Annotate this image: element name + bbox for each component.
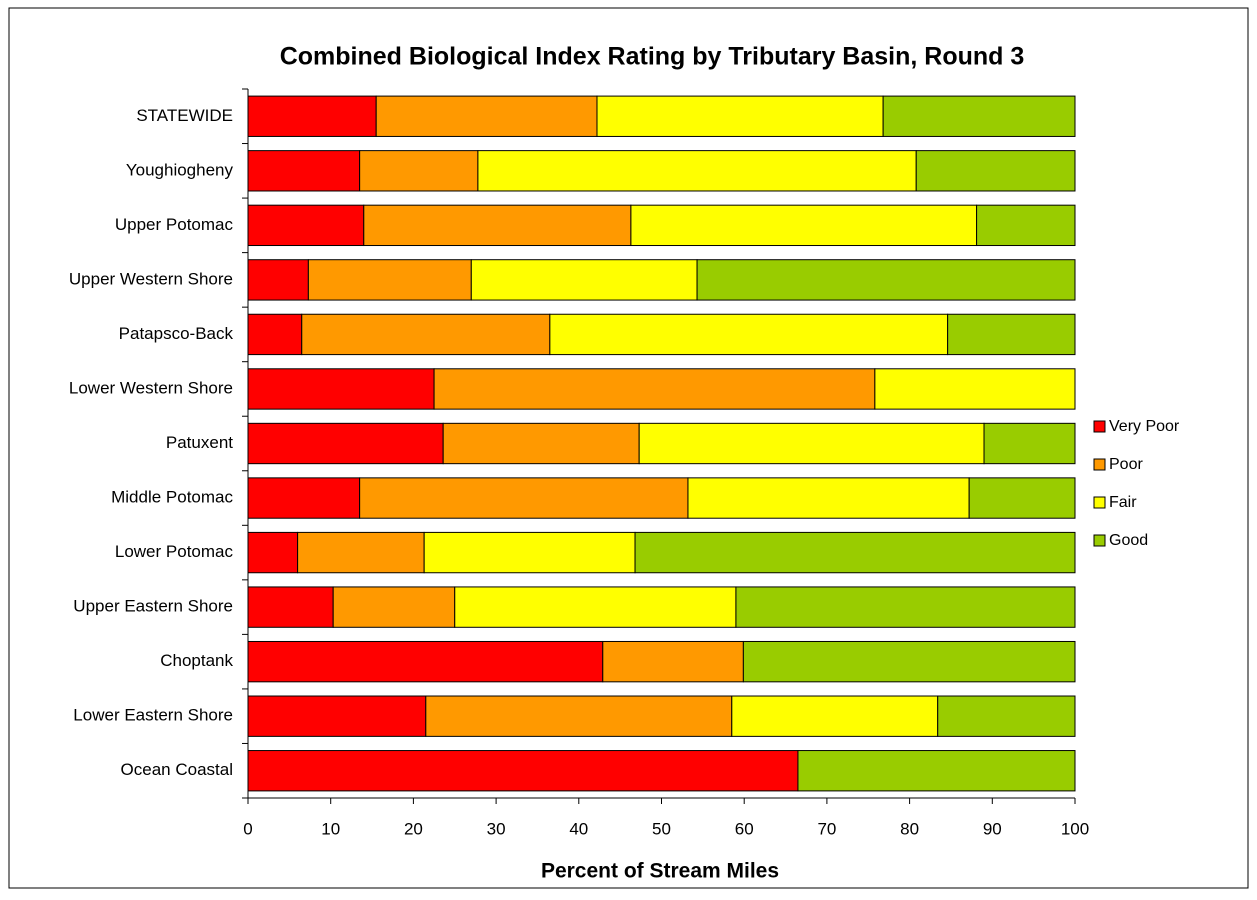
bar-segment: [983, 422, 1076, 465]
y-tick-label: Lower Potomac: [115, 542, 234, 561]
bar-segment: [442, 422, 640, 465]
bar-segment: [630, 204, 978, 247]
bar-segment: [359, 150, 479, 192]
bar-segment: [454, 586, 737, 628]
bar-segment: [359, 477, 689, 519]
x-tick-label: 10: [321, 819, 340, 838]
bar-segment: [687, 477, 970, 519]
y-tick-label: Upper Western Shore: [69, 269, 233, 288]
bar-segment: [247, 95, 377, 137]
bar-segment: [247, 695, 427, 737]
x-tick-label: 40: [569, 819, 588, 838]
bar-segment: [638, 422, 985, 465]
x-tick-label: 30: [487, 819, 506, 838]
bar-segment: [247, 204, 365, 247]
bar-segment: [247, 150, 361, 192]
y-tick-label: Middle Potomac: [111, 488, 233, 507]
bar-segment: [477, 150, 917, 192]
bar-segment: [549, 313, 949, 356]
bar-segment: [915, 150, 1076, 192]
bar-segment: [307, 259, 472, 301]
y-tick-label: Lower Eastern Shore: [73, 706, 233, 725]
legend-label: Fair: [1109, 494, 1137, 511]
x-tick-label: 70: [817, 819, 836, 838]
x-tick-label: 90: [983, 819, 1002, 838]
legend-label: Very Poor: [1109, 418, 1180, 435]
bar-segment: [968, 477, 1076, 519]
bar-segment: [735, 586, 1076, 628]
legend-label: Poor: [1109, 456, 1143, 473]
legend-swatch: [1093, 458, 1106, 471]
legend-swatch: [1093, 534, 1106, 547]
x-tick-label: 80: [900, 819, 919, 838]
bar-segment: [731, 695, 939, 737]
bar-segment: [247, 313, 303, 356]
bar-segment: [247, 531, 299, 574]
bar-segment: [797, 750, 1076, 792]
bar-segment: [596, 95, 884, 137]
y-tick-label: Upper Potomac: [115, 215, 234, 234]
x-tick-label: 100: [1061, 819, 1089, 838]
bar-segment: [247, 422, 444, 465]
bar-segment: [976, 204, 1076, 247]
y-tick-label: Patuxent: [166, 433, 233, 452]
bar-segment: [433, 368, 876, 410]
bar-segment: [301, 313, 551, 356]
bar-segment: [874, 368, 1076, 410]
x-tick-label: 20: [404, 819, 423, 838]
legend-label: Good: [1109, 532, 1148, 549]
bar-segment: [602, 640, 744, 683]
y-tick-label: Youghiogheny: [126, 160, 234, 179]
y-tick-label: Patapsco-Back: [119, 324, 234, 343]
bar-segment: [247, 259, 309, 301]
y-tick-label: Ocean Coastal: [121, 760, 233, 779]
bar-segment: [297, 531, 425, 574]
bar-segment: [423, 531, 636, 574]
bar-segment: [247, 640, 604, 683]
bar-segment: [363, 204, 632, 247]
bar-segment: [247, 750, 799, 792]
x-tick-label: 0: [243, 819, 252, 838]
bar-segment: [742, 640, 1076, 683]
chart-title: Combined Biological Index Rating by Trib…: [280, 43, 1025, 71]
bar-segment: [247, 477, 361, 519]
x-axis-title: Percent of Stream Miles: [541, 860, 779, 883]
y-tick-label: STATEWIDE: [136, 106, 233, 125]
bar-segment: [247, 586, 334, 628]
x-tick-label: 50: [652, 819, 671, 838]
bar-segment: [882, 95, 1076, 137]
y-tick-label: Lower Western Shore: [69, 378, 233, 397]
legend-swatch: [1093, 420, 1106, 433]
bar-segment: [696, 259, 1076, 301]
bar-segment: [332, 586, 456, 628]
legend-swatch: [1093, 496, 1106, 509]
y-tick-label: Upper Eastern Shore: [73, 597, 233, 616]
bar-segment: [470, 259, 698, 301]
bar-segment: [247, 368, 435, 410]
bar-segment: [937, 695, 1076, 737]
x-tick-label: 60: [735, 819, 754, 838]
bar-segment: [375, 95, 598, 137]
bar-segment: [947, 313, 1076, 356]
y-tick-label: Choptank: [160, 651, 233, 670]
bar-segment: [634, 531, 1076, 574]
bar-segment: [425, 695, 733, 737]
